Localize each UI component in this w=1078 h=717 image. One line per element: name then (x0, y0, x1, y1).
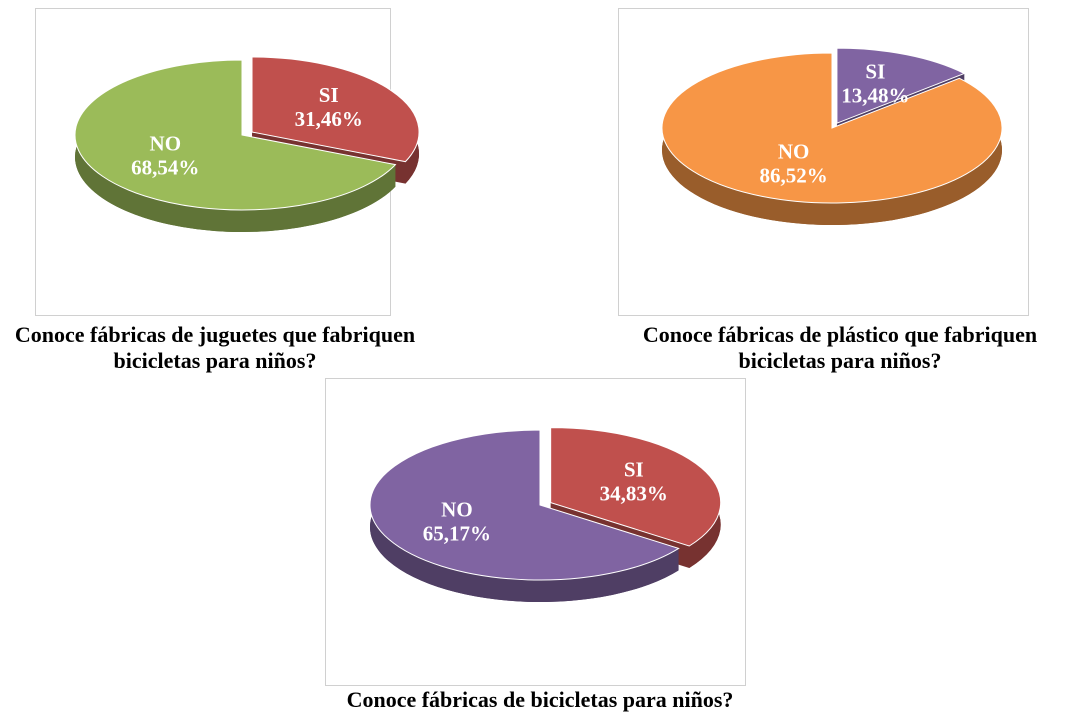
slice-label: NO (150, 132, 182, 156)
chart-title: Conoce fábricas de plástico que fabrique… (642, 322, 1038, 373)
chart-title: Conoce fábricas de juguetes que fabrique… (14, 322, 416, 373)
slice (661, 52, 1003, 204)
value-label: 68,54% (131, 156, 199, 180)
chart-title: Conoce fábricas de bicicletas para niños… (346, 687, 734, 712)
slice (251, 56, 420, 163)
value-label: 34,83% (600, 481, 668, 505)
value-label: 31,46% (295, 107, 363, 131)
slice-side (370, 430, 679, 603)
slice (369, 429, 680, 581)
slice-label: SI (624, 457, 644, 481)
slice-label: NO (778, 139, 810, 163)
value-label: 13,48% (841, 83, 909, 107)
slice-label: SI (319, 83, 339, 107)
slice (550, 427, 722, 547)
slice-label: NO (441, 498, 473, 522)
value-label: 65,17% (423, 522, 491, 546)
slice (836, 47, 966, 124)
slice-label: SI (865, 59, 885, 83)
value-label: 86,52% (759, 163, 827, 187)
slice (74, 59, 397, 211)
